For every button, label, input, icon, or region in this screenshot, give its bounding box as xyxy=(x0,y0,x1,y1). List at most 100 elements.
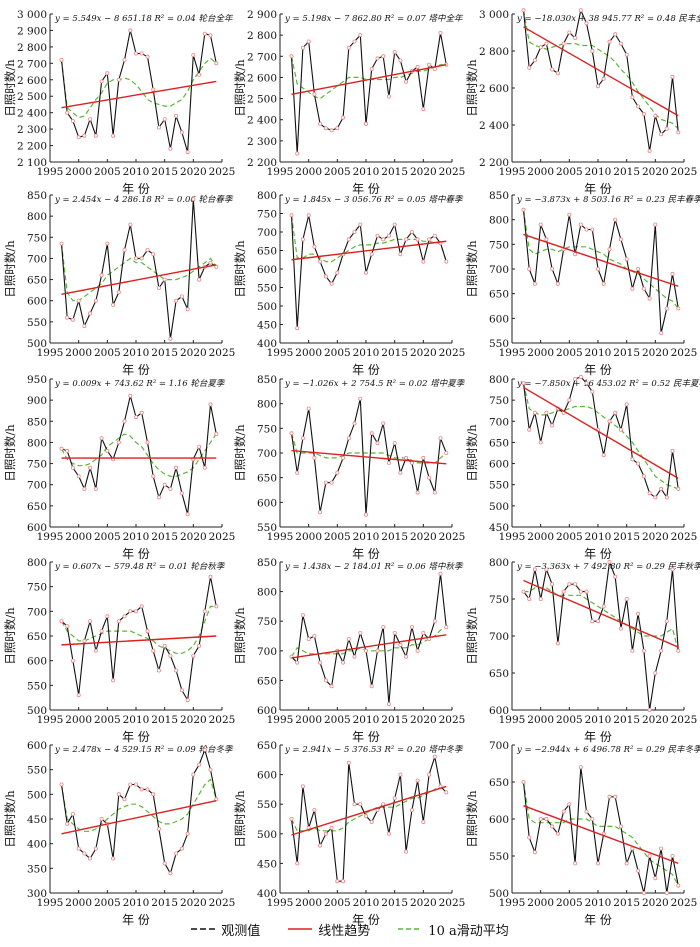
observed-point xyxy=(65,624,70,629)
observed-point xyxy=(375,56,380,61)
observed-point xyxy=(432,490,437,495)
x-axis-title: 年 份 xyxy=(352,547,380,561)
chart-equation: y = 2.454x − 4 286.18 R² = 0.06 轮台春季 xyxy=(54,194,234,205)
y-tick-label: 550 xyxy=(257,799,277,811)
y-axis-title: 日照时数/h xyxy=(3,607,17,665)
y-tick-label: 950 xyxy=(27,374,47,386)
observed-point xyxy=(162,643,167,648)
x-tick-label: 1995 xyxy=(267,531,294,543)
y-tick-label: 650 xyxy=(257,246,277,258)
observed-point xyxy=(404,237,409,242)
observed-point xyxy=(76,693,81,698)
y-tick-label: 700 xyxy=(257,448,277,460)
y-tick-label: 900 xyxy=(27,395,47,407)
y-tick-label: 550 xyxy=(257,522,277,534)
y-tick-label: 500 xyxy=(27,705,47,717)
observed-point xyxy=(415,648,420,653)
y-tick-label: 450 xyxy=(257,320,277,332)
observed-point xyxy=(105,71,110,76)
y-tick-label: 850 xyxy=(257,557,277,569)
y-tick-label: 550 xyxy=(489,851,509,863)
observed-point xyxy=(156,826,161,831)
observed-point xyxy=(99,817,104,822)
observed-point xyxy=(191,197,196,202)
x-tick-label: 2005 xyxy=(324,166,351,178)
x-tick-label: 1995 xyxy=(267,347,294,359)
observed-point xyxy=(398,252,403,257)
y-tick-label: 500 xyxy=(489,888,509,900)
observed-point xyxy=(139,604,144,609)
observed-point xyxy=(647,148,652,153)
observed-point xyxy=(567,398,572,403)
y-axis-title: 日照时数/h xyxy=(233,240,247,298)
x-tick-label: 2020 xyxy=(180,897,207,909)
observed-point xyxy=(670,448,675,453)
observed-point xyxy=(179,688,184,693)
y-tick-label: 2 500 xyxy=(247,94,277,106)
observed-point xyxy=(300,237,305,242)
observed-point xyxy=(346,45,351,50)
x-tick-label: 1995 xyxy=(37,897,64,909)
y-tick-label: 600 xyxy=(257,497,277,509)
observed-point xyxy=(386,831,391,836)
y-tick-label: 600 xyxy=(27,656,47,668)
observed-point xyxy=(641,474,646,479)
x-axis-title: 年 份 xyxy=(352,730,380,744)
observed-point xyxy=(369,431,374,436)
x-axis-title: 年 份 xyxy=(122,913,150,927)
x-tick-label: 2025 xyxy=(671,897,698,909)
observed-point xyxy=(676,130,681,135)
y-tick-label: 400 xyxy=(257,338,277,350)
observed-point xyxy=(202,31,207,36)
observed-point xyxy=(409,625,414,630)
observed-point xyxy=(567,802,572,807)
y-tick-label: 750 xyxy=(257,423,277,435)
observed-point xyxy=(99,436,104,441)
observed-point xyxy=(555,71,560,76)
observed-point xyxy=(93,648,98,653)
observed-point xyxy=(415,778,420,783)
y-tick-label: 650 xyxy=(27,275,47,287)
observed-point xyxy=(676,883,681,888)
x-tick-label: 2025 xyxy=(671,166,698,178)
observed-point xyxy=(358,33,363,38)
y-tick-label: 800 xyxy=(27,211,47,223)
observed-point xyxy=(335,879,340,884)
x-tick-label: 2020 xyxy=(410,531,437,543)
observed-point xyxy=(306,213,311,218)
y-tick-label: 550 xyxy=(489,338,509,350)
observed-point xyxy=(601,281,606,286)
x-tick-label: 2020 xyxy=(410,166,437,178)
x-tick-label: 1995 xyxy=(37,531,64,543)
observed-point xyxy=(65,821,70,826)
y-axis-title: 日照时数/h xyxy=(465,240,479,298)
observed-point xyxy=(185,698,190,703)
observed-point xyxy=(636,461,641,466)
trend-line xyxy=(291,240,447,261)
observed-point xyxy=(82,324,87,329)
x-tick-label: 2005 xyxy=(94,531,121,543)
observed-point xyxy=(624,52,629,57)
observed-point xyxy=(306,39,311,44)
observed-point xyxy=(208,402,213,407)
chart-equation: y = −3.363x + 7 492.80 R² = 0.29 民丰秋季 xyxy=(516,561,700,572)
observed-point xyxy=(438,571,443,576)
observed-point xyxy=(116,792,121,797)
moving-average-line xyxy=(522,209,679,309)
observed-point xyxy=(128,393,133,398)
y-tick-label: 300 xyxy=(27,888,47,900)
observed-point xyxy=(636,266,641,271)
observed-point xyxy=(300,613,305,618)
observed-point xyxy=(197,277,202,282)
observed-point xyxy=(168,146,173,151)
legend-moving-avg-label: 10 a滑动平均 xyxy=(428,923,509,939)
x-axis-title: 年 份 xyxy=(584,363,612,377)
x-tick-label: 2025 xyxy=(209,531,236,543)
observed-line xyxy=(522,209,679,334)
x-tick-label: 2000 xyxy=(527,166,554,178)
observed-point xyxy=(613,574,618,579)
observed-point xyxy=(532,850,537,855)
observed-point xyxy=(151,792,156,797)
y-tick-label: 2 100 xyxy=(17,157,47,169)
